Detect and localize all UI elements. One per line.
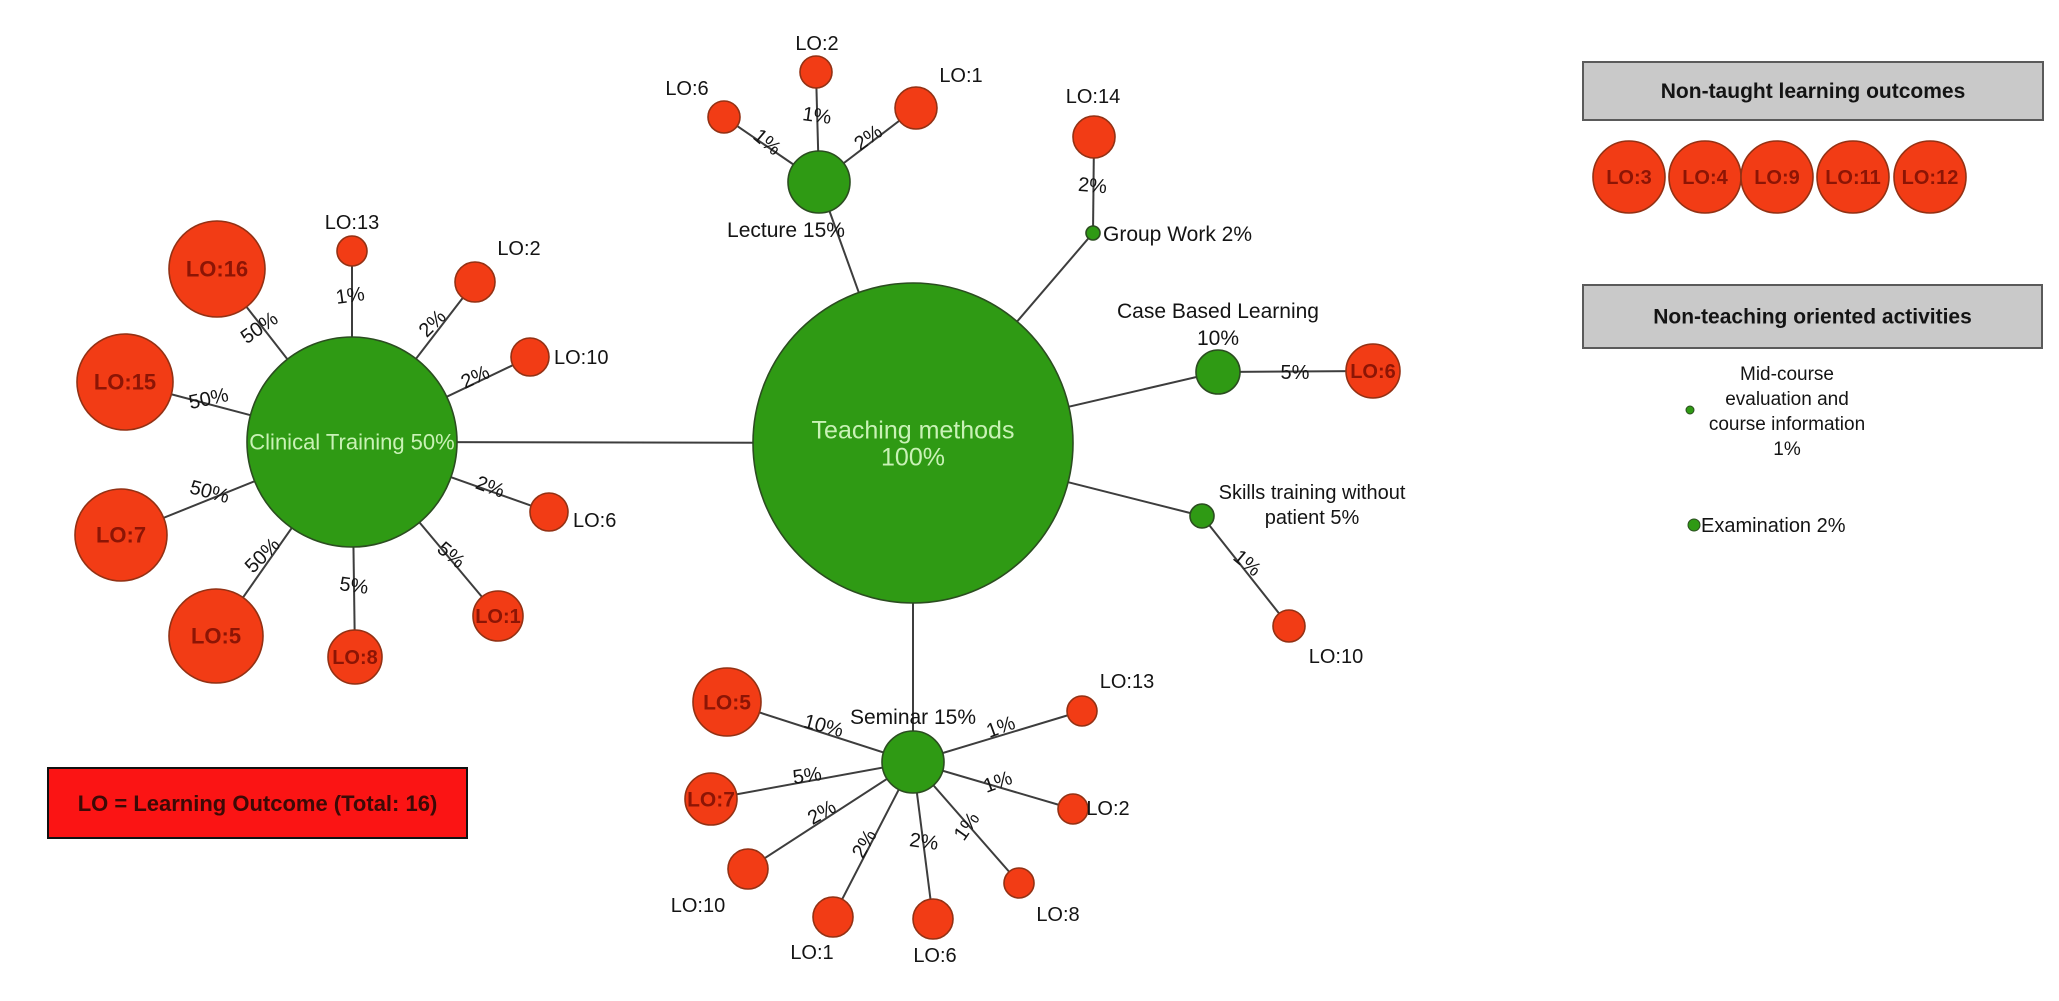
- legend-label: LO = Learning Outcome (Total: 16): [78, 791, 438, 816]
- node-label-lo2T: LO:2: [795, 33, 838, 55]
- node-label-skills: Skills training without patient 5%: [1219, 482, 1406, 529]
- node-label-lo7L: LO:7: [96, 523, 146, 548]
- node-label-lo12N: LO:12: [1902, 167, 1959, 189]
- node-lo13L: [336, 235, 368, 267]
- edge-label-clinical-lo13L: 1%: [334, 283, 366, 309]
- node-label-lo2S: LO:2: [1086, 798, 1129, 820]
- node-teaching: [752, 282, 1074, 604]
- edge-seminar-lo7S: [710, 761, 914, 800]
- node-cbl: [1195, 349, 1241, 395]
- node-lo3N: [1592, 140, 1666, 214]
- node-label-lo11N: LO:11: [1825, 167, 1881, 189]
- node-lo10S: [1272, 609, 1306, 643]
- node-label-lo10Se: LO:10: [671, 895, 725, 917]
- node-lo6L: [529, 492, 569, 532]
- node-skills: [1189, 503, 1215, 529]
- edge-seminar-lo10Se: [747, 761, 914, 870]
- node-label-lo13S: LO:13: [1100, 671, 1154, 693]
- node-lo1L: [472, 590, 524, 642]
- node-label-lecture: Lecture 15%: [727, 219, 845, 242]
- node-label-lo14: LO:14: [1066, 86, 1120, 108]
- edge-label-seminar-lo6S: 2%: [908, 829, 940, 855]
- node-label-lo4N: LO:4: [1682, 167, 1728, 189]
- edge-label-clinical-lo8L: 5%: [338, 573, 370, 599]
- node-clinical: [246, 336, 458, 548]
- panel-non-taught-header-label: Non-taught learning outcomes: [1661, 80, 1966, 103]
- midcourse-bullet-dot-icon: [1685, 405, 1695, 415]
- panel-non-taught-header: [1582, 61, 2044, 121]
- node-groupwork: [1085, 225, 1101, 241]
- node-lo14: [1072, 115, 1116, 159]
- node-lo8S: [1003, 867, 1035, 899]
- node-lo5S: [692, 667, 762, 737]
- node-lo13S: [1066, 695, 1098, 727]
- node-label-lo5L: LO:5: [191, 624, 241, 649]
- node-lecture: [787, 150, 851, 214]
- node-lo8L: [327, 629, 383, 685]
- node-lo16: [168, 220, 266, 318]
- node-lo7S: [684, 772, 738, 826]
- node-label-lo9N: LO:9: [1754, 167, 1800, 189]
- node-lo5L: [168, 588, 264, 684]
- node-label-lo8L: LO:8: [332, 647, 378, 669]
- node-lo6T: [707, 100, 741, 134]
- node-label-cbl: Case Based Learning 10%: [1117, 300, 1319, 350]
- node-lo11N: [1816, 140, 1890, 214]
- node-lo1T: [894, 86, 938, 130]
- edge-label-lecture-lo2T: 1%: [801, 103, 833, 129]
- examination-bullet-dot-icon: [1687, 518, 1701, 532]
- node-lo7L: [74, 488, 168, 582]
- node-lo10Se: [727, 848, 769, 890]
- node-lo2L: [454, 261, 496, 303]
- node-label-clinical: Clinical Training 50%: [249, 430, 454, 455]
- node-label-lo1S: LO:1: [790, 942, 833, 964]
- node-lo6S: [912, 898, 954, 940]
- legend-box: [47, 767, 468, 839]
- panel-non-teaching-header-label: Non-teaching oriented activities: [1653, 306, 1972, 329]
- midcourse-label: Mid-course evaluation and course informati…: [1709, 364, 1865, 460]
- node-label-lo8S: LO:8: [1036, 904, 1079, 926]
- node-label-lo6T: LO:6: [665, 78, 708, 100]
- edge-skills-lo10S: [1201, 515, 1290, 627]
- node-label-lo10S: LO:10: [1309, 646, 1363, 668]
- node-lo1S: [812, 896, 854, 938]
- node-label-lo15: LO:15: [94, 370, 156, 395]
- node-label-lo10L: LO:10: [554, 347, 608, 369]
- node-label-lo6L: LO:6: [573, 510, 616, 532]
- node-label-groupwork: Group Work 2%: [1103, 223, 1252, 246]
- node-label-lo1L: LO:1: [475, 606, 521, 628]
- node-label-lo1T: LO:1: [939, 65, 982, 87]
- node-label-teaching: Teaching methods 100%: [812, 416, 1015, 471]
- node-label-lo13L: LO:13: [325, 212, 379, 234]
- node-lo10L: [510, 337, 550, 377]
- node-label-seminar: Seminar 15%: [850, 706, 976, 729]
- node-seminar: [881, 730, 945, 794]
- node-label-lo6S: LO:6: [913, 945, 956, 967]
- node-label-lo3N: LO:3: [1606, 167, 1652, 189]
- examination-label: Examination 2%: [1701, 515, 1846, 537]
- edge-label-cbl-lo6C: 5%: [1281, 362, 1310, 384]
- node-label-lo6C: LO:6: [1350, 361, 1396, 383]
- node-lo2T: [799, 55, 833, 89]
- node-lo9N: [1740, 140, 1814, 214]
- node-label-lo2L: LO:2: [497, 238, 540, 260]
- node-label-lo7S: LO:7: [687, 788, 735, 811]
- node-label-lo5S: LO:5: [703, 691, 751, 714]
- edge-label-seminar-lo7S: 5%: [791, 763, 823, 789]
- node-lo6C: [1345, 343, 1401, 399]
- node-lo15: [76, 333, 174, 431]
- edge-label-groupwork-lo14: 2%: [1077, 174, 1108, 198]
- panel-non-teaching-header: [1582, 284, 2043, 349]
- node-lo2S: [1057, 793, 1089, 825]
- node-label-lo16: LO:16: [186, 257, 248, 282]
- node-lo12N: [1893, 140, 1967, 214]
